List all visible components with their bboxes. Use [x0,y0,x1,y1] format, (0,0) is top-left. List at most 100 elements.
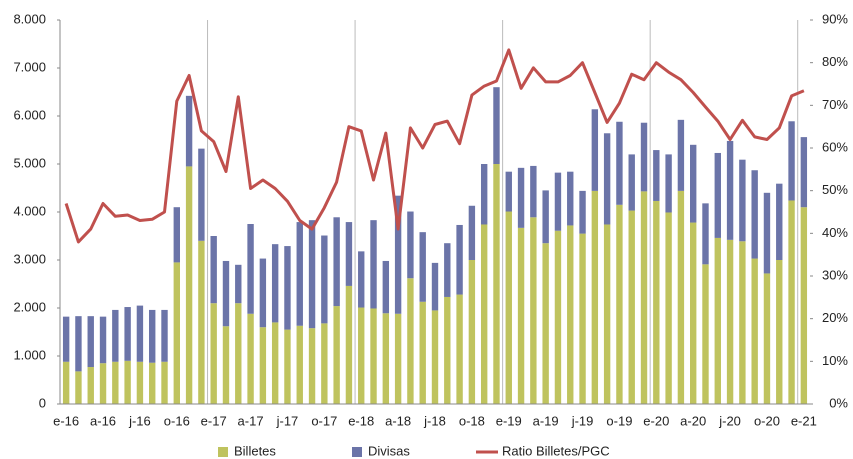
y-tick-label: 3.000 [13,251,46,266]
x-tick-label: j-16 [128,413,151,428]
x-tick-label: a-19 [533,413,559,428]
bar [136,361,144,404]
bar [259,327,267,404]
bar [296,222,303,326]
bar [185,166,193,404]
y2-tick-label: 20% [822,310,848,325]
legend-label: Ratio Billetes/PGC [502,443,610,458]
bar [567,171,574,226]
bar [345,222,353,286]
bar [530,165,537,218]
bar [640,122,648,192]
bar [222,260,230,327]
bar [603,133,611,225]
bar [739,241,746,404]
bar [333,306,340,404]
y2-tick-label: 10% [822,353,848,368]
bar [394,195,402,314]
bar [185,95,193,167]
bar [517,227,525,404]
bar [62,316,70,362]
bar [198,148,205,241]
x-tick-label: o-19 [606,413,632,428]
bar [665,212,672,404]
bar [726,239,734,404]
bar [505,211,512,404]
bar [358,251,365,308]
bar [468,205,476,260]
bar [173,262,180,404]
bar [591,109,599,191]
bar [653,150,660,201]
bar [75,316,82,372]
bar [788,121,795,201]
bar [591,190,599,404]
x-tick-label: e-21 [791,413,817,428]
bar [296,325,303,404]
bar [726,140,734,240]
bar [161,361,168,404]
bar [284,246,291,330]
bar [653,200,660,404]
bar [702,203,709,265]
bar [149,362,156,404]
bar [431,310,439,404]
bar [493,164,500,404]
ratio-line [64,48,805,244]
x-tick-label: e-19 [496,413,522,428]
bar [271,322,279,404]
bar [321,235,328,324]
bar [603,224,611,404]
bar [690,144,697,223]
bar [628,210,635,404]
bar [407,278,414,404]
bar [542,243,549,404]
bar [530,217,537,404]
bar [136,305,144,362]
bar [456,294,463,404]
bar [567,225,574,404]
bar [702,264,709,404]
bar [444,296,451,404]
bar [210,236,217,304]
bar [173,207,180,263]
bar [456,224,463,295]
y2-tick-label: 90% [822,11,848,26]
bar [235,264,242,304]
x-tick-label: j-20 [718,413,741,428]
x-tick-label: o-20 [754,413,780,428]
bar [198,240,205,404]
x-tick-label: j-18 [423,413,446,428]
legend-swatch [218,447,228,457]
bar [800,137,808,208]
x-tick-label: j-17 [276,413,299,428]
x-tick-label: e-17 [201,413,227,428]
x-tick-label: e-16 [53,413,79,428]
bar [628,154,635,211]
bar [616,121,623,205]
bar [444,243,451,297]
legend-swatch [352,447,362,457]
y2-tick-label: 70% [822,97,848,112]
y2-tick-label: 50% [822,182,848,197]
bar [788,200,795,404]
bar [394,313,402,404]
bar [161,309,168,362]
bar [222,326,230,404]
y2-tick-label: 80% [822,54,848,69]
bar [284,329,291,404]
bar [677,119,685,191]
bar [751,170,758,259]
x-tick-label: j-19 [571,413,594,428]
y-tick-label: 0 [39,395,46,410]
bar [87,316,94,368]
bar [62,361,70,404]
bar [99,363,107,404]
bar [480,224,488,404]
y2-tick-label: 30% [822,267,848,282]
bar [579,190,586,234]
bar [370,220,377,309]
bar [714,152,721,238]
bar [431,262,439,311]
bar [112,361,119,404]
